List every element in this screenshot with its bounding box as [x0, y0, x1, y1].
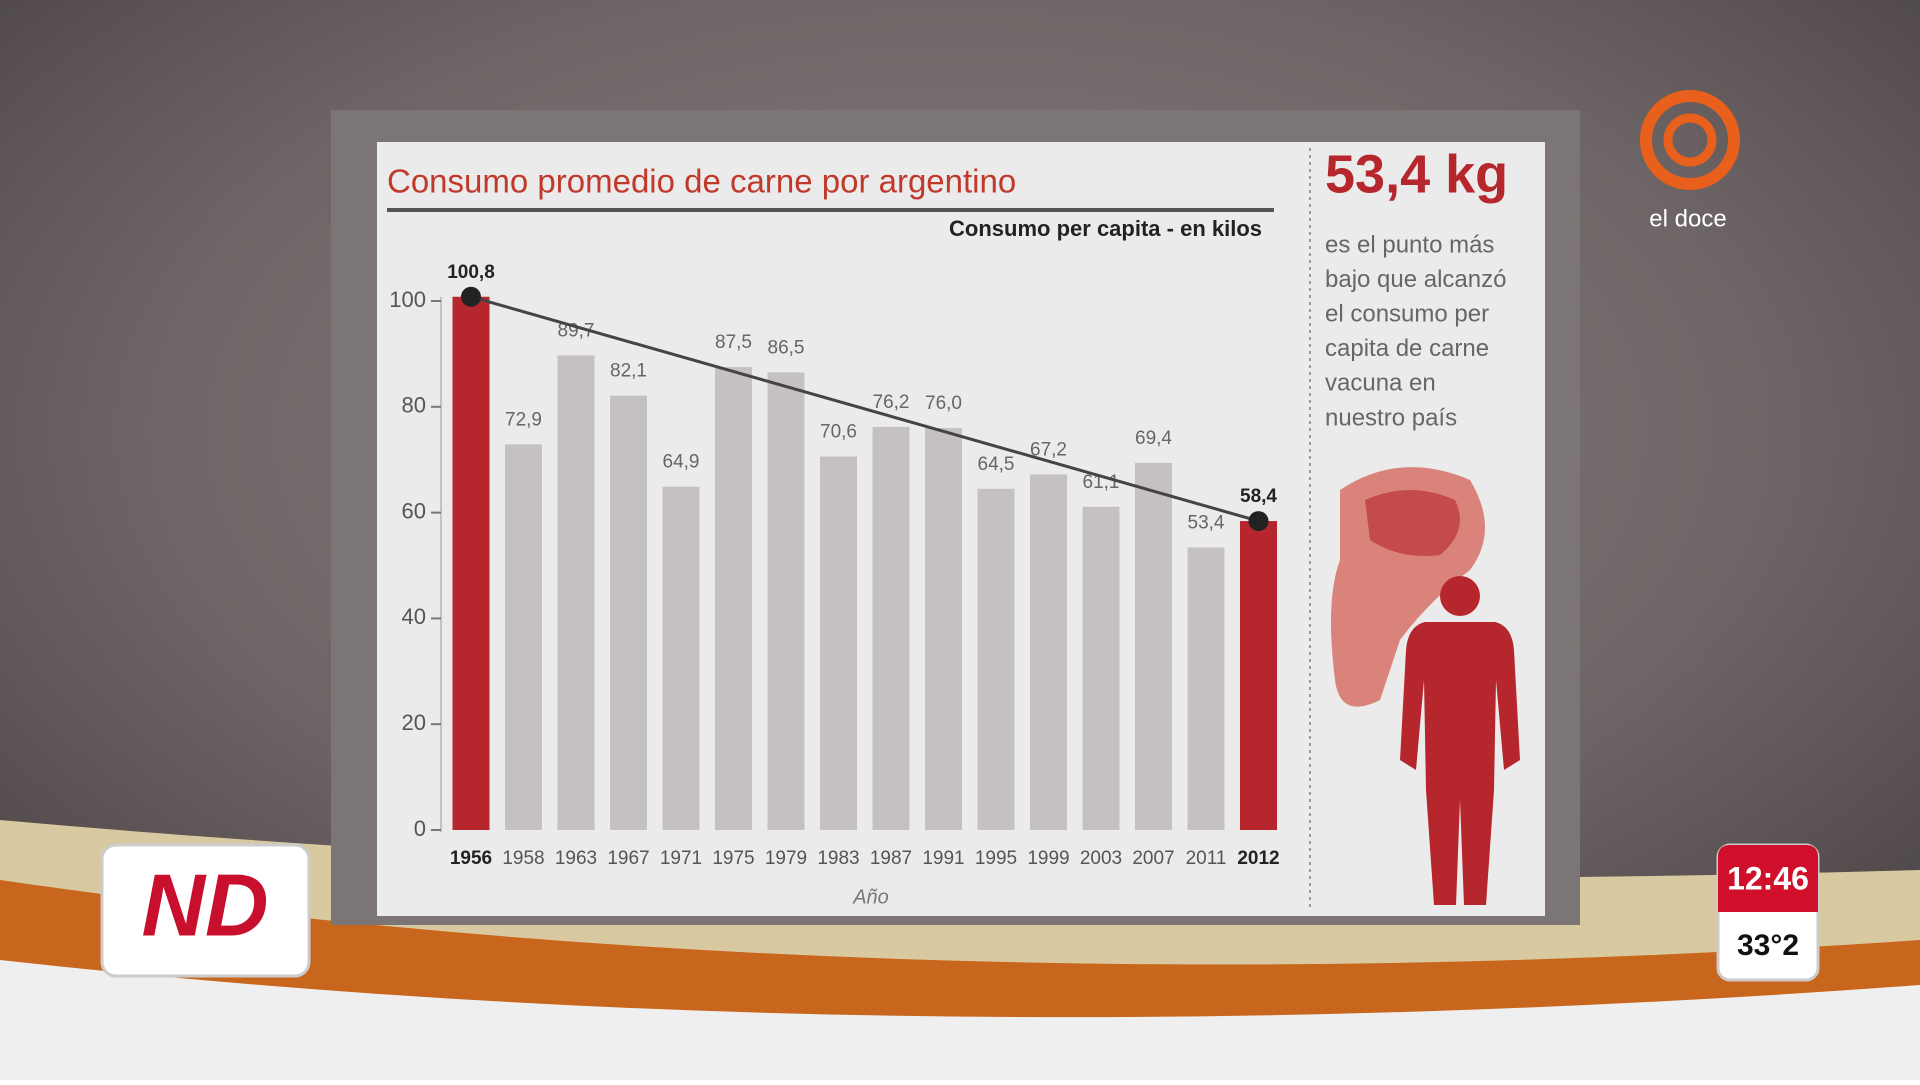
bar — [872, 426, 910, 830]
bar — [925, 427, 962, 830]
channel-name: el doce — [1649, 205, 1726, 232]
value-label: 89,7 — [558, 321, 595, 342]
trend-point — [1248, 511, 1269, 532]
value-label: 67,2 — [1030, 440, 1067, 461]
bar — [977, 488, 1015, 830]
x-tick-label: 1983 — [817, 848, 859, 869]
show-logo-box — [100, 843, 311, 978]
logo-ring — [1640, 90, 1740, 190]
x-tick-label: 1967 — [607, 848, 649, 869]
trend-point — [461, 286, 481, 307]
x-tick-label: 1999 — [1027, 848, 1069, 869]
headline: 53,4 kg — [1325, 144, 1508, 204]
value-label: 64,9 — [663, 452, 700, 473]
logo-inner — [1663, 113, 1717, 167]
x-tick-label: 1991 — [922, 848, 964, 869]
value-label: 72,9 — [505, 409, 542, 430]
value-label: 87,5 — [715, 332, 752, 353]
person-body — [1400, 622, 1520, 905]
x-tick-label: 1956 — [450, 848, 492, 869]
x-tick-label: 2011 — [1186, 848, 1227, 869]
bar — [1135, 462, 1172, 830]
bar — [1082, 506, 1120, 830]
side-text: el consumo per — [1325, 301, 1489, 328]
x-tick-label: 2012 — [1237, 848, 1279, 869]
x-tick-label: 1995 — [975, 848, 1017, 869]
x-tick-label: 1975 — [712, 848, 754, 869]
meat-detail — [1365, 490, 1460, 556]
side-text: capita de carne — [1325, 335, 1489, 362]
show-logo: ND — [141, 855, 268, 954]
x-tick-label: 1987 — [870, 848, 912, 869]
trend-line — [470, 295, 1259, 523]
value-label: 86,5 — [768, 337, 805, 358]
bar — [820, 456, 857, 830]
side-text: nuestro país — [1325, 404, 1457, 431]
bar — [715, 367, 752, 830]
x-axis-label: Año — [852, 886, 889, 908]
value-label: 100,8 — [447, 262, 495, 283]
chart-subtitle: Consumo per capita - en kilos — [949, 216, 1262, 241]
bar — [505, 444, 542, 830]
person-head — [1440, 576, 1480, 616]
x-tick-label: 1979 — [765, 848, 807, 869]
bar — [1187, 547, 1225, 830]
person-icon — [1400, 576, 1520, 905]
x-tick-label: 2007 — [1132, 848, 1174, 869]
value-label: 53,4 — [1188, 513, 1225, 534]
value-label: 70,6 — [820, 422, 857, 443]
temperature: 33°2 — [1737, 929, 1799, 962]
y-tick-label: 100 — [389, 287, 426, 312]
bar — [557, 355, 595, 830]
value-label: 76,0 — [925, 393, 962, 414]
side-text: es el punto más — [1325, 231, 1494, 258]
x-tick-label: 1963 — [555, 848, 597, 869]
value-label: 69,4 — [1135, 428, 1172, 449]
el-doce-logo: el doce — [1640, 90, 1740, 232]
value-label: 58,4 — [1240, 486, 1277, 507]
y-tick-label: 60 — [402, 498, 426, 523]
clock-time: 12:46 — [1727, 860, 1809, 896]
bar — [610, 395, 647, 830]
y-tick-label: 0 — [414, 816, 426, 841]
chart-title: Consumo promedio de carne por argentino — [387, 163, 1016, 200]
x-tick-label: 1971 — [660, 848, 702, 869]
x-tick-label: 1958 — [502, 848, 544, 869]
clock-top — [1718, 845, 1818, 912]
banner-white — [0, 960, 1920, 1080]
value-label: 61,1 — [1083, 472, 1120, 493]
bar — [1240, 521, 1277, 830]
meat-icon — [1331, 467, 1485, 707]
value-label: 64,5 — [978, 454, 1015, 475]
value-label: 82,1 — [610, 361, 647, 382]
y-tick-label: 40 — [402, 604, 426, 629]
side-text: bajo que alcanzó — [1325, 266, 1506, 293]
bar — [662, 486, 700, 830]
bar — [1030, 474, 1067, 830]
value-label: 76,2 — [873, 392, 910, 413]
side-text: vacuna en — [1325, 370, 1436, 397]
bar — [452, 296, 490, 830]
y-tick-label: 20 — [402, 710, 426, 735]
y-tick-label: 80 — [402, 393, 426, 418]
x-tick-label: 2003 — [1080, 848, 1122, 869]
title-rule — [387, 208, 1274, 212]
bar — [767, 372, 805, 830]
